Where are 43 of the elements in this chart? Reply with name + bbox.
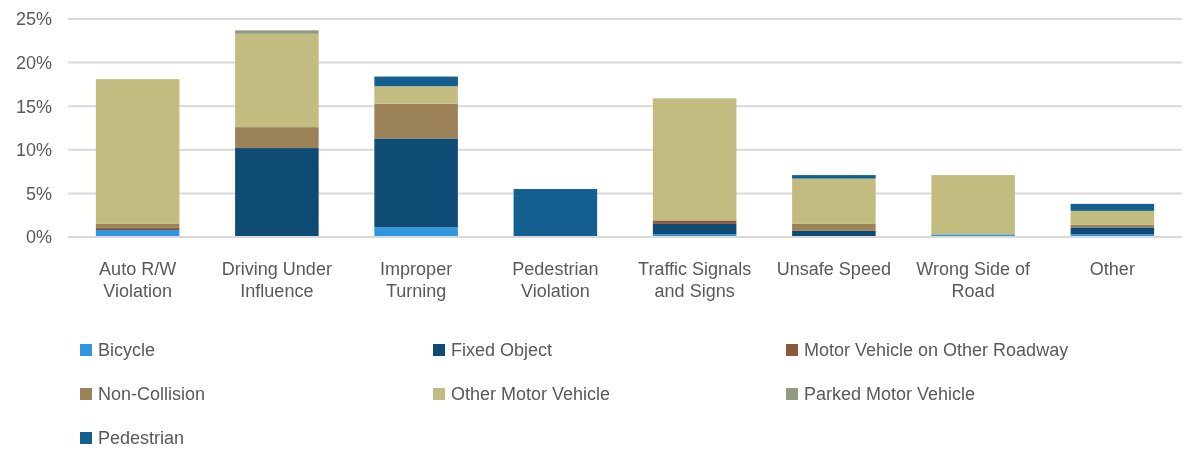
bar [235, 33, 319, 128]
bar [792, 178, 876, 224]
y-tick-label: 25% [15, 9, 52, 30]
legend-label: Non-Collision [98, 384, 206, 405]
bar [513, 189, 598, 237]
legend-label: Other Motor Vehicle [451, 384, 611, 405]
y-tick-label: 15% [15, 96, 52, 117]
bar [235, 127, 319, 149]
bar [652, 223, 737, 235]
x-tick-label: Pedestrian Violation [512, 259, 599, 301]
legend-label: Fixed Object [451, 340, 553, 361]
bar [374, 86, 458, 104]
y-tick-label: 5% [25, 183, 52, 204]
bar [652, 98, 737, 221]
y-tick-label: 20% [15, 52, 52, 73]
bar [792, 175, 876, 179]
bar [374, 76, 458, 87]
bar [1070, 227, 1155, 235]
y-tick-label: 0% [25, 227, 52, 248]
bar [374, 103, 458, 139]
legend-label: Bicycle [98, 340, 156, 361]
bar [95, 79, 180, 224]
bar [95, 227, 180, 231]
bar [374, 138, 458, 228]
bar [235, 148, 319, 237]
bar [1070, 203, 1155, 211]
legend-label: Pedestrian [98, 428, 185, 449]
bar [652, 220, 737, 224]
y-tick-label: 10% [15, 140, 52, 161]
bar [792, 223, 876, 231]
legend-label: Parked Motor Vehicle [804, 384, 976, 405]
x-tick-label: Unsafe Speed [776, 259, 891, 279]
x-tick-label: Auto R/W Violation [99, 259, 177, 301]
bar [1070, 210, 1155, 225]
x-tick-label: Traffic Signals and Signs [638, 259, 752, 301]
x-tick-label: Wrong Side of Road [916, 259, 1031, 301]
bar [374, 227, 458, 237]
x-tick-label: Driving Under Influence [221, 259, 332, 301]
bar [931, 175, 1015, 235]
legend-label: Motor Vehicle on Other Roadway [804, 340, 1069, 361]
x-tick-label: Other [1089, 259, 1135, 279]
bar [235, 30, 319, 34]
x-tick-label: Improper Turning [380, 259, 453, 301]
